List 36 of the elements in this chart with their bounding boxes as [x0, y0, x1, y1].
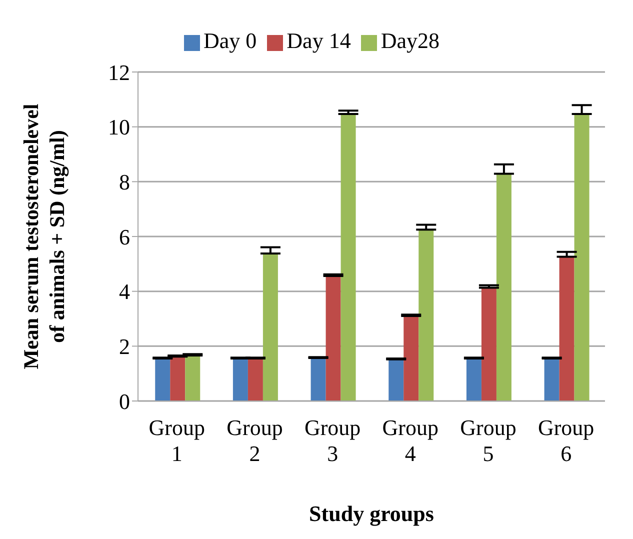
y-tick-label: 8: [119, 169, 130, 194]
x-tick-label: Group 1: [148, 415, 206, 466]
bar: [574, 114, 590, 401]
y-tick-label: 6: [119, 224, 130, 250]
x-tick-label: Group 5: [460, 415, 516, 466]
bar: [262, 254, 278, 401]
bar: [310, 358, 326, 401]
bar: [340, 114, 356, 401]
bar: [418, 230, 434, 401]
bar: [496, 174, 512, 401]
bar: [388, 359, 404, 401]
bar: [544, 358, 560, 401]
bar: [232, 358, 248, 401]
y-tick-label: 10: [108, 114, 130, 140]
y-tick-label: 2: [119, 334, 130, 359]
x-tick-label: Group 3: [304, 415, 361, 466]
y-axis-title: Mean serum testosteronelevel of animals + SD (ng/ml): [19, 104, 69, 370]
x-axis-title: Study groups: [309, 501, 434, 526]
x-tick-label: Group 4: [382, 415, 439, 466]
y-tick-label: 12: [108, 60, 130, 85]
x-tick-label: Group 6: [538, 415, 594, 466]
bar: [170, 356, 186, 401]
x-tick-label: Group 2: [226, 415, 283, 466]
legend-label: Day 14: [286, 28, 351, 53]
y-tick-label: 0: [119, 388, 130, 414]
legend-label: Day 0: [204, 28, 257, 53]
legend-label: Day28: [380, 28, 440, 53]
bar: [466, 358, 482, 401]
bar: [481, 288, 496, 401]
bar: [559, 256, 574, 401]
bar: [185, 355, 200, 401]
bar: [404, 316, 419, 401]
bar: [155, 358, 170, 401]
bar: [326, 276, 341, 401]
y-tick-label: 4: [119, 279, 130, 304]
bar: [248, 358, 263, 401]
